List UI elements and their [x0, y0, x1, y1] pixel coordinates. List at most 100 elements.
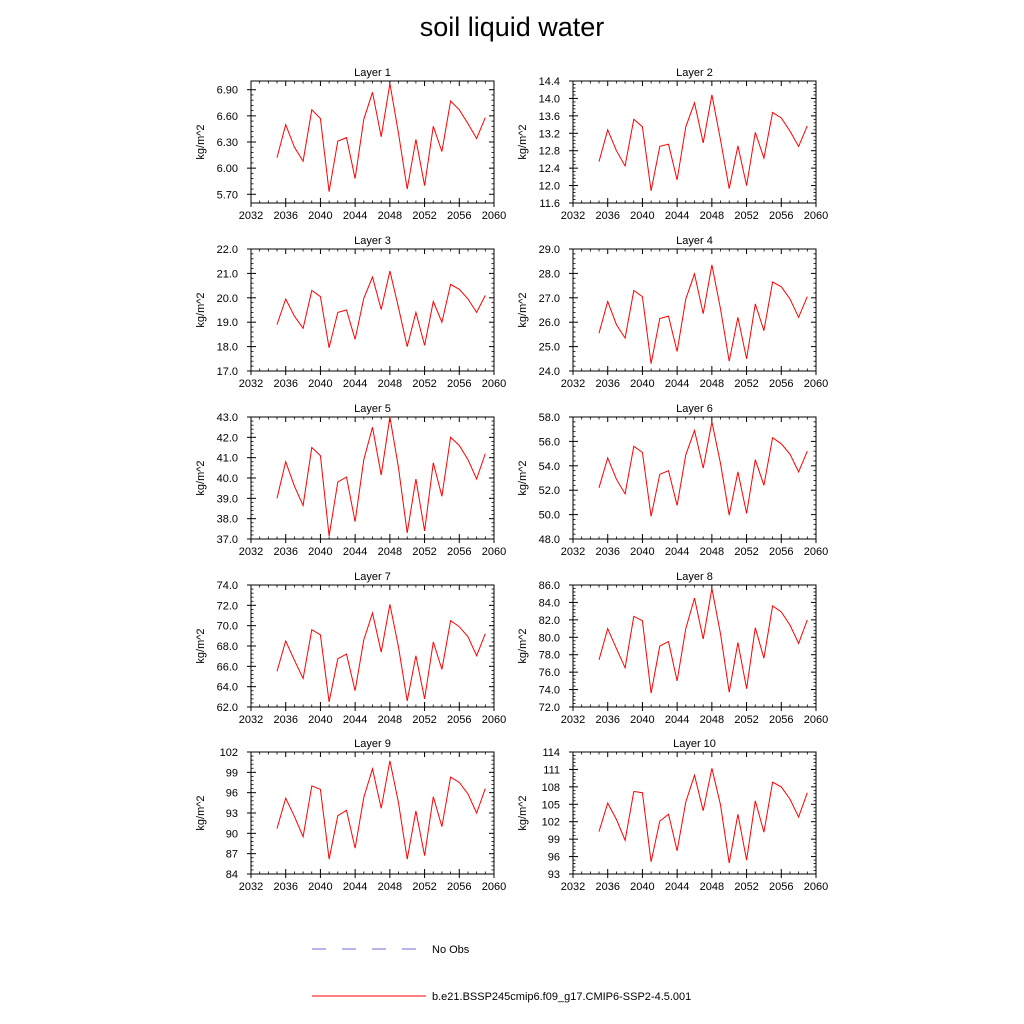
x-tick-label: 2048 [378, 714, 402, 726]
x-tick-label: 2060 [482, 546, 506, 558]
x-tick-label: 2036 [273, 546, 297, 558]
y-tick-label: 93 [226, 808, 238, 820]
y-tick-label: 72.0 [217, 600, 238, 612]
y-tick-label: 56.0 [539, 436, 560, 448]
y-tick-label: 37.0 [217, 534, 238, 546]
x-tick-label: 2060 [482, 378, 506, 390]
y-axis-label: kg/m^2 [517, 460, 529, 495]
plot-frame [250, 416, 495, 540]
plot-frame [250, 584, 495, 708]
x-tick-label: 2032 [239, 546, 263, 558]
series-line-0 [276, 604, 486, 702]
panel-title: Layer 6 [676, 403, 713, 415]
x-tick-label: 2056 [769, 881, 793, 893]
y-tick-label: 19.0 [217, 317, 238, 329]
y-tick-label: 76.0 [539, 667, 560, 679]
y-tick-label: 6.00 [217, 163, 238, 175]
x-tick-label: 2040 [630, 378, 654, 390]
panel-title: Layer 4 [676, 235, 713, 247]
x-tick-label: 2048 [378, 210, 402, 222]
x-tick-label: 2056 [447, 210, 471, 222]
y-tick-label: 43.0 [217, 412, 238, 424]
x-tick-label: 2044 [343, 546, 367, 558]
x-tick-label: 2040 [308, 210, 332, 222]
y-tick-label: 50.0 [539, 510, 560, 522]
panel-title: Layer 7 [354, 571, 391, 583]
plot-frame [572, 751, 817, 875]
y-tick-label: 114 [542, 747, 560, 759]
x-tick-label: 2056 [769, 210, 793, 222]
y-axis-label: kg/m^2 [517, 124, 529, 159]
x-tick-label: 2040 [630, 881, 654, 893]
x-tick-label: 2048 [700, 546, 724, 558]
x-tick-label: 2032 [561, 546, 585, 558]
x-tick-label: 2044 [665, 210, 689, 222]
x-tick-label: 2036 [595, 210, 619, 222]
x-tick-label: 2044 [343, 881, 367, 893]
y-tick-label: 102 [220, 747, 238, 759]
y-axis-label: kg/m^2 [195, 292, 207, 327]
x-tick-label: 2036 [595, 881, 619, 893]
y-tick-label: 6.30 [217, 137, 238, 149]
x-tick-label: 2060 [804, 714, 828, 726]
x-tick-label: 2048 [700, 378, 724, 390]
y-tick-label: 102 [542, 817, 560, 829]
y-axis-label: kg/m^2 [195, 795, 207, 830]
y-tick-label: 78.0 [539, 650, 560, 662]
x-tick-label: 2032 [561, 210, 585, 222]
y-tick-label: 74.0 [539, 685, 560, 697]
panel-title: Layer 1 [354, 67, 391, 79]
x-tick-label: 2044 [665, 378, 689, 390]
panel-layer-9: Layer 9 kg/m^2 2032 2036 2040 2044 2048 2052 205… [195, 738, 506, 893]
y-tick-label: 39.0 [217, 493, 238, 505]
series-line-0 [276, 270, 486, 348]
panel-title: Layer 3 [354, 235, 391, 247]
y-tick-label: 17.0 [217, 366, 238, 378]
y-tick-label: 93 [548, 869, 560, 881]
x-tick-label: 2040 [630, 714, 654, 726]
panel-layer-7: Layer 7 kg/m^2 2032 2036 2040 2044 2048 2052 205… [195, 571, 506, 726]
x-tick-label: 2032 [561, 714, 585, 726]
y-tick-label: 12.0 [539, 181, 560, 193]
x-tick-label: 2036 [595, 714, 619, 726]
y-tick-label: 111 [543, 764, 560, 776]
legend-obs-label: No Obs [432, 944, 470, 956]
series-line-0 [276, 83, 486, 192]
y-tick-label: 74.0 [217, 580, 238, 592]
y-tick-label: 24.0 [539, 366, 560, 378]
y-tick-label: 48.0 [539, 534, 560, 546]
y-tick-label: 86.0 [539, 580, 560, 592]
x-tick-label: 2036 [273, 881, 297, 893]
y-axis-label: kg/m^2 [517, 292, 529, 327]
x-tick-label: 2056 [447, 714, 471, 726]
y-tick-label: 13.2 [539, 128, 560, 140]
x-tick-label: 2056 [769, 378, 793, 390]
panel-layer-4: Layer 4 kg/m^2 2032 2036 2040 2044 2048 2052 205… [517, 235, 828, 390]
x-tick-label: 2060 [804, 881, 828, 893]
figure-title: soil liquid water [419, 12, 605, 42]
x-tick-label: 2056 [769, 546, 793, 558]
panel-title: Layer 10 [673, 738, 716, 750]
series-line-0 [598, 588, 808, 694]
y-tick-label: 14.0 [539, 93, 560, 105]
legend: No Obs b.e21.BSSP245cmip6.f09_g17.CMIP6-… [312, 944, 691, 1003]
y-tick-label: 26.0 [539, 317, 560, 329]
y-tick-label: 29.0 [539, 244, 560, 256]
panel-layer-6: Layer 6 kg/m^2 2032 2036 2040 2044 2048 2052 205… [517, 403, 828, 558]
x-tick-label: 2044 [343, 210, 367, 222]
legend-model-label: b.e21.BSSP245cmip6.f09_g17.CMIP6-SSP2-4.… [432, 991, 691, 1003]
x-tick-label: 2052 [734, 546, 758, 558]
y-tick-label: 20.0 [217, 293, 238, 305]
y-tick-label: 41.0 [217, 453, 238, 465]
x-tick-label: 2060 [482, 881, 506, 893]
y-tick-label: 108 [542, 782, 560, 794]
panel-layer-10: Layer 10 kg/m^2 2032 2036 2040 2044 2048 2052 20… [517, 738, 828, 893]
x-tick-label: 2036 [595, 546, 619, 558]
x-tick-label: 2060 [482, 714, 506, 726]
panel-layer-8: Layer 8 kg/m^2 2032 2036 2040 2044 2048 2052 205… [517, 571, 828, 726]
x-tick-label: 2060 [804, 378, 828, 390]
y-tick-label: 28.0 [539, 268, 560, 280]
x-tick-label: 2040 [308, 546, 332, 558]
plot-frame [572, 80, 817, 204]
y-tick-label: 54.0 [539, 461, 560, 473]
